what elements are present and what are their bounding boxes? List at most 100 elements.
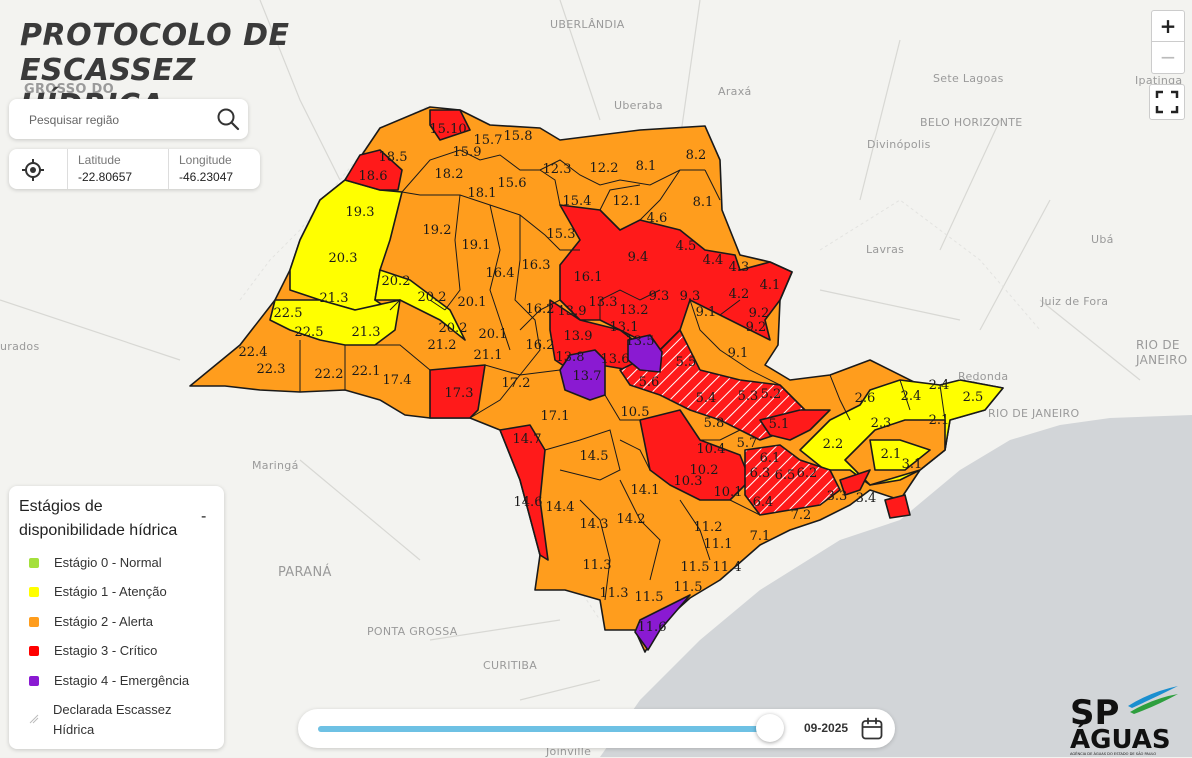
place-label: BELO HORIZONTE — [920, 116, 1023, 129]
region-label: 5.3 — [738, 389, 759, 404]
region-label: 20.2 — [418, 290, 447, 305]
calendar-icon[interactable] — [860, 717, 884, 741]
region-label: 14.5 — [580, 449, 609, 464]
legend-item-label: Declarada Escassez Hídrica — [53, 702, 172, 737]
region-label: 18.6 — [359, 169, 388, 184]
region-label: 13.7 — [573, 369, 602, 384]
region-label: 22.4 — [239, 345, 268, 360]
region-label: 6.2 — [797, 466, 818, 481]
zoom-in-button[interactable]: + — [1152, 11, 1184, 42]
hatch-icon — [29, 714, 39, 724]
region-label: 2.6 — [855, 391, 876, 406]
place-label: Araxá — [718, 85, 752, 98]
region-label: 18.5 — [379, 150, 408, 165]
region-label: 5.4 — [696, 391, 717, 406]
region-label: 6.3 — [750, 466, 771, 481]
region-layer[interactable] — [189, 106, 1004, 653]
region-label: 8.1 — [693, 195, 714, 210]
region-label: 11.3 — [600, 586, 629, 601]
place-label: RIO DE JANEIRO — [1136, 338, 1188, 367]
region-label: 22.1 — [352, 364, 381, 379]
place-label: urados — [0, 340, 40, 353]
region-label: 18.1 — [468, 186, 497, 201]
legend-item-label: Estagio 3 - Crítico — [54, 643, 158, 658]
legend-swatch — [29, 587, 39, 597]
latitude-label: Latitude — [78, 153, 121, 167]
place-label: Ipatinga — [1135, 74, 1183, 87]
timeline-control: 09-2025 — [298, 709, 895, 748]
region-label: 20.2 — [382, 274, 411, 289]
region-label: 21.3 — [352, 325, 381, 340]
search-box[interactable] — [9, 99, 248, 139]
region-label: 2.2 — [823, 437, 844, 452]
search-input[interactable] — [27, 107, 211, 133]
logo-sp: SP — [1070, 693, 1119, 733]
region-label: 9.3 — [680, 289, 701, 304]
region-label: 13.5 — [626, 334, 655, 349]
region-label: 20.1 — [458, 295, 487, 310]
region-label: 13.1 — [610, 320, 639, 335]
timeline-thumb[interactable] — [756, 714, 784, 742]
fullscreen-icon — [1155, 90, 1179, 114]
region-label: 4.3 — [729, 260, 750, 275]
place-label: GROSSO DO — [24, 82, 114, 97]
region-label: 14.4 — [546, 500, 575, 515]
region-label: 4.6 — [647, 211, 668, 226]
region-label: 3.1 — [902, 457, 923, 472]
region-label: 7.1 — [750, 529, 771, 544]
region-labels: 15.10 15.7 15.8 18.5 18.6 15.9 18.2 18.115.6 12.… — [239, 122, 984, 635]
region-label: 11.3 — [583, 558, 612, 573]
region-label: 22.2 — [315, 367, 344, 382]
coordinates-panel: Latitude -22.80657 Longitude -46.23047 — [9, 149, 260, 189]
region-label: 12.1 — [613, 194, 642, 209]
region-label: 15.10 — [429, 122, 466, 137]
region-label: 5.8 — [704, 416, 725, 431]
place-label: Joinville — [546, 745, 592, 758]
region-label: 12.2 — [590, 161, 619, 176]
region-label: 4.1 — [760, 278, 781, 293]
region-label: 2.1 — [881, 447, 902, 462]
region-label: 10.5 — [621, 405, 650, 420]
timeline-date: 09-2025 — [804, 721, 849, 735]
region-label: 11.2 — [694, 520, 723, 535]
region-label: 15.4 — [563, 194, 592, 209]
locate-icon[interactable] — [21, 158, 45, 182]
region-label: 16.3 — [522, 258, 551, 273]
legend-collapse-button[interactable]: - — [201, 508, 207, 525]
region-label: 10.1 — [714, 485, 743, 500]
region-label: 15.6 — [498, 176, 527, 191]
basemap-roads — [0, 0, 1141, 701]
region-label: 13.9 — [564, 329, 593, 344]
region-label: 10.3 — [674, 474, 703, 489]
region-label: 6.1 — [760, 451, 781, 466]
region-label: 16.2 — [526, 302, 555, 317]
region-label: 20.3 — [329, 251, 358, 266]
fullscreen-button[interactable] — [1149, 84, 1185, 120]
region-label: 22.3 — [257, 362, 286, 377]
region-label: 11.6 — [638, 620, 667, 635]
region-label: 13.3 — [589, 295, 618, 310]
region-label: 17.4 — [383, 373, 412, 388]
region-label: 5.2 — [761, 387, 782, 402]
region-label: 9.1 — [728, 346, 749, 361]
region-label: 11.5 — [681, 560, 710, 575]
logo-aguas: ÁGUAS — [1070, 723, 1171, 755]
region-label: 2.4 — [929, 378, 950, 393]
region-label: 14.2 — [617, 512, 646, 527]
region-label: 3.3 — [827, 489, 848, 504]
timeline-slider[interactable] — [318, 714, 784, 742]
region-label: 10.4 — [697, 442, 726, 457]
region-label: 9.3 — [649, 289, 670, 304]
region-label: 6.4 — [753, 495, 774, 510]
search-icon[interactable] — [216, 107, 240, 131]
region-label: 18.2 — [435, 167, 464, 182]
sp-aguas-logo: SP ÁGUAS AGÊNCIA DE ÁGUAS DO ESTADO DE S… — [1070, 686, 1178, 756]
region-label: 11.1 — [704, 537, 733, 552]
zoom-out-button[interactable]: − — [1159, 45, 1177, 69]
place-label: Uberaba — [614, 99, 663, 112]
region-label: 9.2 — [746, 320, 767, 335]
legend-swatch — [29, 646, 39, 656]
place-label: Divinópolis — [867, 138, 931, 151]
region-label: 5.7 — [737, 436, 758, 451]
region-label: 15.3 — [547, 227, 576, 242]
